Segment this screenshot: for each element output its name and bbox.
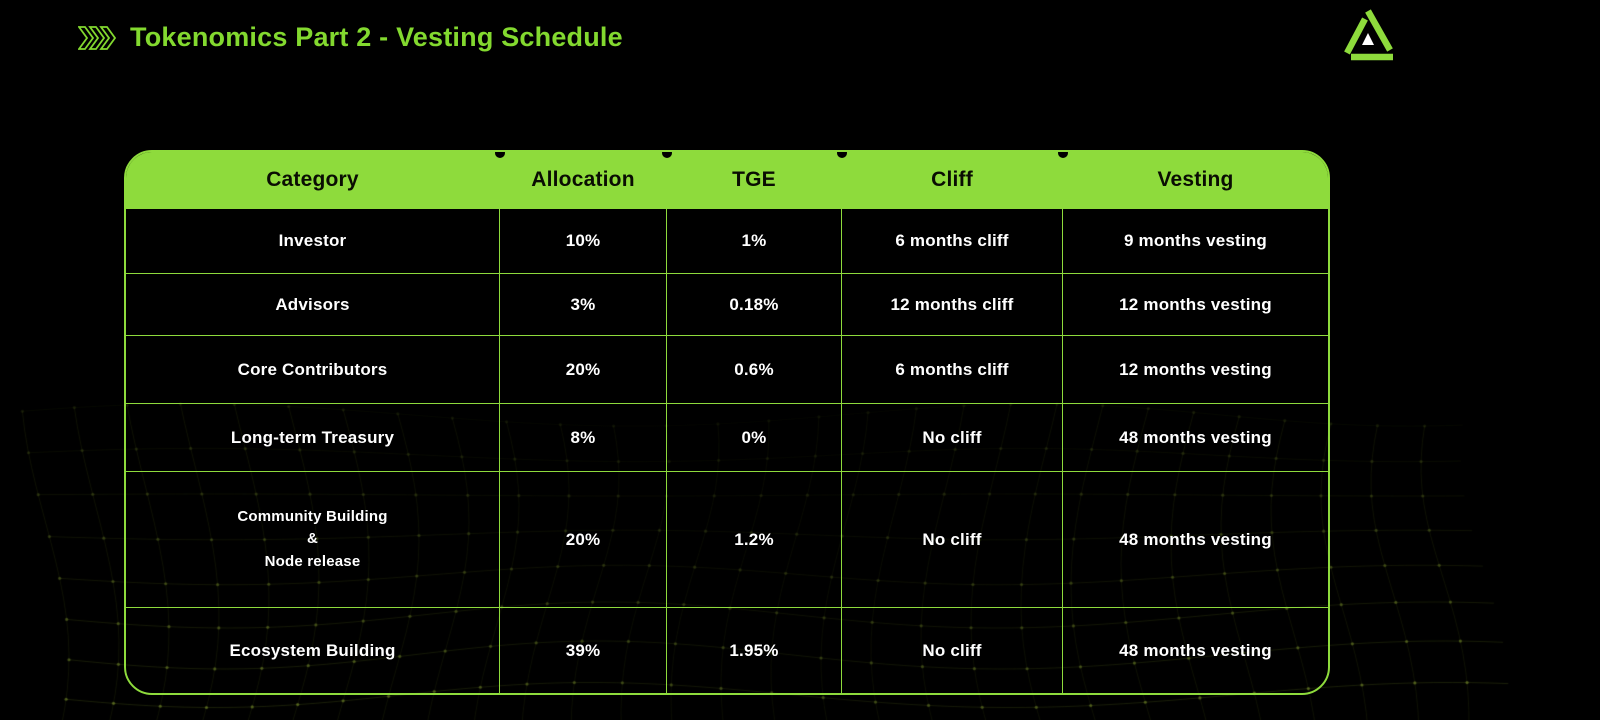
cell-tge: 1% xyxy=(667,209,842,274)
column-header-allocation: Allocation xyxy=(500,152,667,209)
vesting-schedule-table: Category Allocation TGE Cliff Vesting In… xyxy=(124,150,1330,695)
header-gap-notch xyxy=(662,152,672,158)
cell-tge: 1.2% xyxy=(667,472,842,608)
cell-vesting: 48 months vesting xyxy=(1063,472,1328,608)
cell-vesting: 48 months vesting xyxy=(1119,640,1272,660)
cell-tge: 0% xyxy=(667,404,842,472)
cell-vesting: 12 months vesting xyxy=(1063,336,1328,404)
triangle-brand-logo-icon xyxy=(1338,8,1394,62)
cell-tge: 0.18% xyxy=(667,274,842,336)
page-title: Tokenomics Part 2 - Vesting Schedule xyxy=(130,22,623,52)
cell-category: Investor xyxy=(126,209,500,274)
column-header-category: Category xyxy=(126,152,500,209)
cell-cliff: 6 months cliff xyxy=(842,209,1063,274)
cell-category: Advisors xyxy=(126,274,500,336)
header-gap-notch xyxy=(837,152,847,158)
cell-category: Core Contributors xyxy=(126,336,500,404)
cell-allocation: 20% xyxy=(500,472,667,608)
slide-header: Tokenomics Part 2 - Vesting Schedule xyxy=(78,22,623,53)
cell-allocation: 39% xyxy=(500,608,667,693)
column-header-tge: TGE xyxy=(667,152,842,209)
cell-allocation: 8% xyxy=(500,404,667,472)
cell-vesting: 9 months vesting xyxy=(1063,209,1328,274)
cell-cliff: No cliff xyxy=(842,608,1063,693)
cell-tge: 1.95% xyxy=(667,608,842,693)
cell-vesting: 48 months vesting xyxy=(1063,404,1328,472)
column-header-vesting: Vesting xyxy=(1063,152,1328,209)
cell-category: Ecosystem Building xyxy=(126,608,500,693)
header-gap-notch xyxy=(1058,152,1068,158)
cell-category: Community Building & Node release xyxy=(126,472,500,608)
cell-cliff: No cliff xyxy=(842,404,1063,472)
cell-category: Long-term Treasury xyxy=(126,404,500,472)
cell-allocation: 10% xyxy=(500,209,667,274)
cell-cliff: 6 months cliff xyxy=(842,336,1063,404)
cell-cliff: 12 months cliff xyxy=(842,274,1063,336)
cell-tge: 0.6% xyxy=(667,336,842,404)
triple-chevron-icon xyxy=(78,25,118,51)
column-header-cliff: Cliff xyxy=(842,152,1063,209)
cell-allocation: 20% xyxy=(500,336,667,404)
header-gap-notch xyxy=(495,152,505,158)
cell-allocation: 3% xyxy=(500,274,667,336)
cell-cliff: No cliff xyxy=(842,472,1063,608)
cell-vesting: 12 months vesting xyxy=(1063,274,1328,336)
